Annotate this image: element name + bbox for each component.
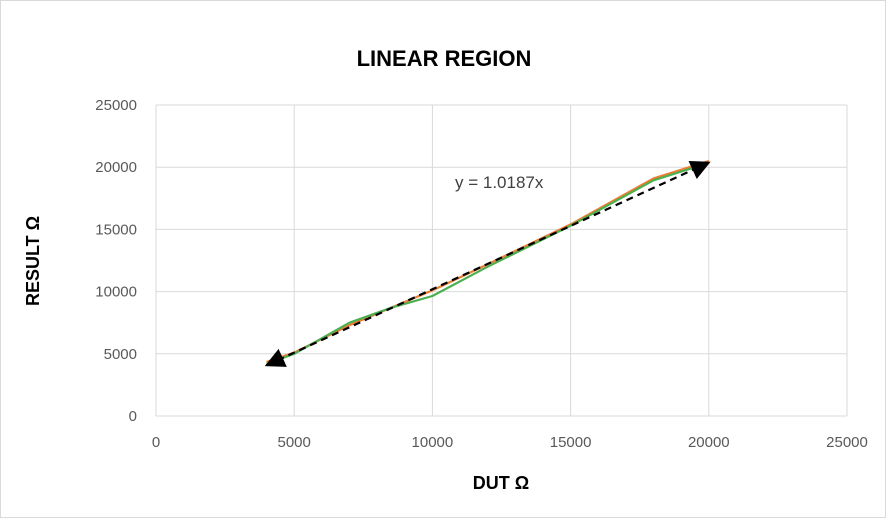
y-axis-title: RESULT Ω — [23, 216, 43, 306]
y-tick-label: 0 — [129, 408, 137, 425]
x-tick-label: 20000 — [688, 434, 730, 451]
x-tick-label: 10000 — [412, 434, 454, 451]
y-tick-label: 15000 — [95, 221, 137, 238]
y-tick-label: 20000 — [95, 159, 137, 176]
trendline-layer — [264, 160, 711, 367]
trendline-equation: y = 1.0187x — [455, 173, 544, 192]
x-tick-label: 25000 — [826, 434, 868, 451]
y-tick-label: 5000 — [104, 346, 137, 363]
x-tick-label: 5000 — [278, 434, 311, 451]
y-tick-label: 10000 — [95, 284, 137, 301]
tick-labels: 0 5000 10000 15000 20000 25000 0 5000 10000 15000… — [95, 97, 868, 451]
chart-title: LINEAR REGION — [357, 46, 532, 71]
x-axis-title: DUT Ω — [473, 473, 529, 493]
x-tick-label: 0 — [152, 434, 160, 451]
trendline — [264, 160, 711, 367]
y-tick-label: 25000 — [95, 97, 137, 114]
x-tick-label: 15000 — [550, 434, 592, 451]
